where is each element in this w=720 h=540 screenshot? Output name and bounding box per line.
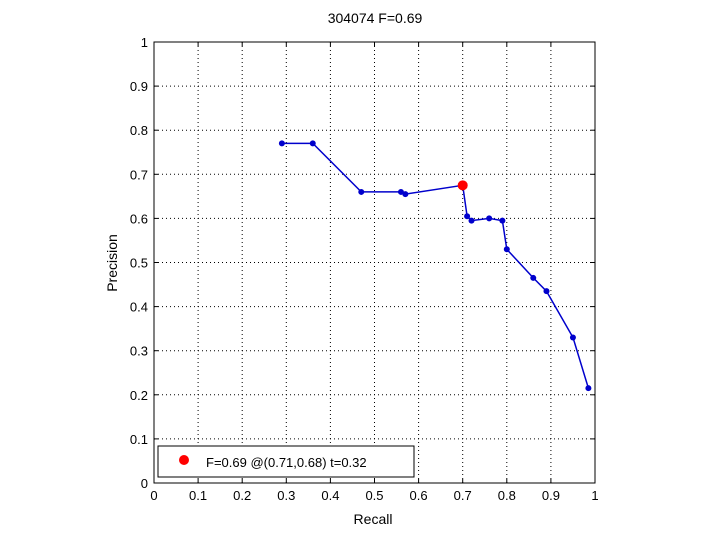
data-series	[278, 140, 592, 392]
chart-title: 304074 F=0.69	[328, 10, 423, 26]
legend: F=0.69 @(0.71,0.68) t=0.32	[157, 445, 415, 478]
legend-text: F=0.69 @(0.71,0.68) t=0.32	[206, 455, 367, 470]
data-point	[468, 217, 475, 224]
x-tick-label: 0.1	[189, 488, 207, 503]
data-point	[543, 288, 550, 295]
y-tick-label: 0.3	[130, 344, 148, 359]
best-f-point	[457, 180, 468, 191]
series-line	[281, 142, 590, 389]
y-axis-label: Precision	[104, 234, 120, 292]
grid-lines	[154, 42, 595, 483]
legend-box	[157, 445, 415, 478]
data-point	[309, 140, 316, 147]
x-tick-label: 0.3	[277, 488, 295, 503]
data-point	[464, 213, 471, 220]
x-tick-label: 0.9	[542, 488, 560, 503]
y-tick-label: 0.5	[130, 256, 148, 271]
data-point	[503, 246, 510, 253]
data-point	[530, 274, 537, 281]
x-tick-label: 0.5	[365, 488, 383, 503]
y-tick-label: 0.6	[130, 211, 148, 226]
x-tick-label: 0.2	[233, 488, 251, 503]
data-point	[585, 385, 592, 392]
y-tick-label: 0.1	[130, 432, 148, 447]
x-tick-label: 1	[591, 488, 598, 503]
y-tick-label: 0.4	[130, 300, 148, 315]
x-axis-label: Recall	[354, 511, 393, 527]
y-tick-label: 1	[141, 35, 148, 50]
y-tick-label: 0.8	[130, 123, 148, 138]
data-point	[499, 217, 506, 224]
data-point	[278, 140, 285, 147]
data-point	[358, 188, 365, 195]
data-point	[402, 191, 409, 198]
legend-marker	[179, 455, 189, 465]
axis-ticks: 0 0.1 0.2 0.3 0.4 0.5 0.6 0.7 0.8 0.9 1 0 0.1 0.2 0.3 0…	[130, 35, 599, 503]
y-tick-label: 0.7	[130, 167, 148, 182]
x-tick-label: 0.7	[454, 488, 472, 503]
x-tick-label: 0.6	[410, 488, 428, 503]
data-point	[486, 215, 493, 222]
x-tick-label: 0	[150, 488, 157, 503]
x-tick-label: 0.4	[321, 488, 339, 503]
y-tick-label: 0.9	[130, 79, 148, 94]
x-tick-label: 0.8	[498, 488, 516, 503]
y-tick-label: 0	[141, 476, 148, 491]
y-tick-label: 0.2	[130, 388, 148, 403]
data-point	[569, 334, 576, 341]
